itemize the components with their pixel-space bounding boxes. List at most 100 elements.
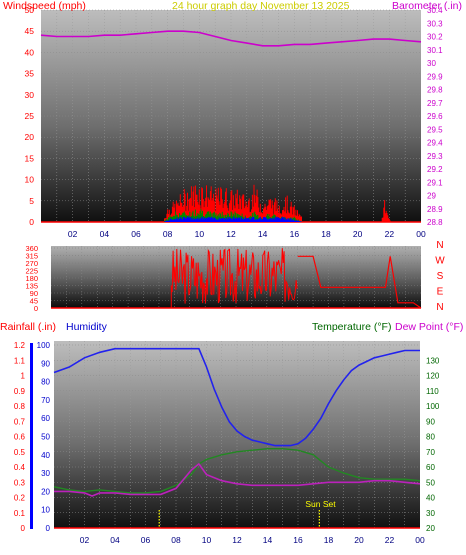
barometer-tick: 29.4 (427, 139, 443, 148)
hour-tick: 02 (80, 535, 90, 545)
rainfall-tick: 1.1 (14, 356, 26, 365)
barometer-tick: 29.3 (427, 152, 443, 161)
hour-tick: 20 (354, 535, 364, 545)
rainfall-tick: 0.7 (14, 417, 26, 426)
hour-tick: 00 (416, 229, 426, 239)
temp-series (53, 347, 421, 529)
temperature-tick: 40 (426, 494, 435, 503)
rainfall-axis-label: Rainfall (.in) (0, 321, 56, 333)
hour-tick: 16 (290, 229, 300, 239)
hour-tick: 00 (415, 535, 425, 545)
dewpoint-axis-label: Dew Point (°F) (395, 321, 463, 333)
barometer-tick: 29.8 (427, 86, 443, 95)
temperature-tick: 130 (426, 356, 440, 365)
sunset-annotation: Sun Set (305, 499, 336, 509)
direction-series (297, 255, 422, 309)
hour-tick: 22 (385, 535, 395, 545)
compass-label: S (437, 271, 444, 282)
direction-scatter-series (170, 248, 298, 309)
hour-tick: 08 (163, 229, 173, 239)
rainfall-tick: 1 (21, 372, 26, 381)
temperature-tick: 50 (426, 478, 435, 487)
hour-tick: 18 (324, 535, 334, 545)
barometer-tick: 29.6 (427, 112, 443, 121)
humidity-tick: 20 (41, 487, 50, 496)
hour-tick: 14 (263, 535, 273, 545)
hour-tick: 04 (110, 535, 120, 545)
barometer-tick: 30.3 (427, 19, 443, 28)
rainfall-tick: 0.9 (14, 387, 26, 396)
hour-tick: 16 (293, 535, 303, 545)
barometer-tick: 29.5 (427, 125, 443, 134)
humidity-tick: 50 (41, 433, 50, 442)
hour-tick: 02 (68, 229, 78, 239)
barometer-tick: 29.1 (427, 178, 443, 187)
hour-tick: 18 (321, 229, 331, 239)
temperature-tick: 70 (426, 448, 435, 457)
chart-title: 24 hour graph day November 13 2025 (172, 0, 350, 12)
hour-tick: 14 (258, 229, 268, 239)
windspeed-axis-label: Windspeed (mph) (3, 0, 86, 12)
temperature-tick: 110 (426, 387, 439, 396)
barometer-tick: 30.2 (427, 33, 443, 42)
direction-tick: 45 (30, 297, 38, 306)
wind-barometer-panel: 5045403530252015105030.430.330.230.13029… (0, 0, 466, 243)
hour-tick: 04 (100, 229, 110, 239)
rainfall-tick: 0.6 (14, 433, 26, 442)
temperature-tick: 100 (426, 402, 440, 411)
wind-tick-labels: 5045403530252015105030.430.330.230.13029… (25, 5, 444, 239)
humidity-tick: 30 (41, 469, 50, 478)
compass-label: E (437, 287, 444, 298)
direction-tick: 360 (25, 244, 38, 253)
temperature-tick: 60 (426, 463, 435, 472)
windspeed-tick: 45 (25, 26, 35, 36)
humidity-tick: 70 (41, 396, 50, 405)
humidity-tick: 40 (41, 451, 50, 460)
windspeed-tick: 15 (25, 153, 35, 163)
rainfall-tick: 0.3 (14, 478, 26, 487)
windspeed-low-series (164, 216, 302, 222)
rainfall-tick: 0 (21, 524, 26, 533)
barometer-tick: 30 (427, 59, 436, 68)
windspeed-tick: 20 (25, 132, 35, 142)
barometer-series (40, 30, 422, 47)
direction-tick: 90 (30, 289, 38, 298)
direction-tick: 225 (25, 267, 38, 276)
rainfall-tick: 0.2 (14, 494, 26, 503)
barometer-tick: 28.8 (427, 218, 443, 227)
hour-tick: 10 (202, 535, 212, 545)
direction-tick: 135 (25, 282, 38, 291)
windspeed-tick: 40 (25, 47, 35, 57)
hour-tick: 12 (232, 535, 242, 545)
barometer-tick: 29.7 (427, 99, 443, 108)
windgust-series (164, 184, 391, 222)
humidity-tick: 80 (41, 378, 50, 387)
temperature-tick: 20 (426, 524, 435, 533)
humidity-tick: 100 (37, 341, 51, 350)
rainfall-tick: 0.4 (14, 463, 26, 472)
temperature-axis-label: Temperature (°F) (312, 321, 391, 333)
windspeed-tick: 5 (29, 196, 34, 206)
direction-series (51, 248, 422, 309)
hour-tick: 06 (141, 535, 151, 545)
rainfall-tick: 0.1 (14, 509, 26, 518)
hour-tick: 10 (195, 229, 205, 239)
barometer-axis-label: Barometer (.in) (392, 0, 462, 12)
windspeed-tick: 25 (25, 111, 35, 121)
windspeed-tick: 35 (25, 69, 35, 79)
humidity-tick: 60 (41, 414, 50, 423)
humidity-tick: 10 (41, 506, 50, 515)
humidity-series (53, 347, 420, 447)
barometer-tick: 29 (427, 192, 436, 201)
hour-tick: 12 (226, 229, 236, 239)
temperature-tick: 80 (426, 433, 435, 442)
temp-humidity-panel: 1.21.110.90.80.70.60.50.40.30.20.1010090… (0, 321, 463, 545)
windspeed-tick: 0 (29, 217, 34, 227)
dewpoint-series (54, 462, 421, 497)
humidity-tick: 0 (46, 524, 51, 533)
compass-label: W (435, 256, 445, 267)
